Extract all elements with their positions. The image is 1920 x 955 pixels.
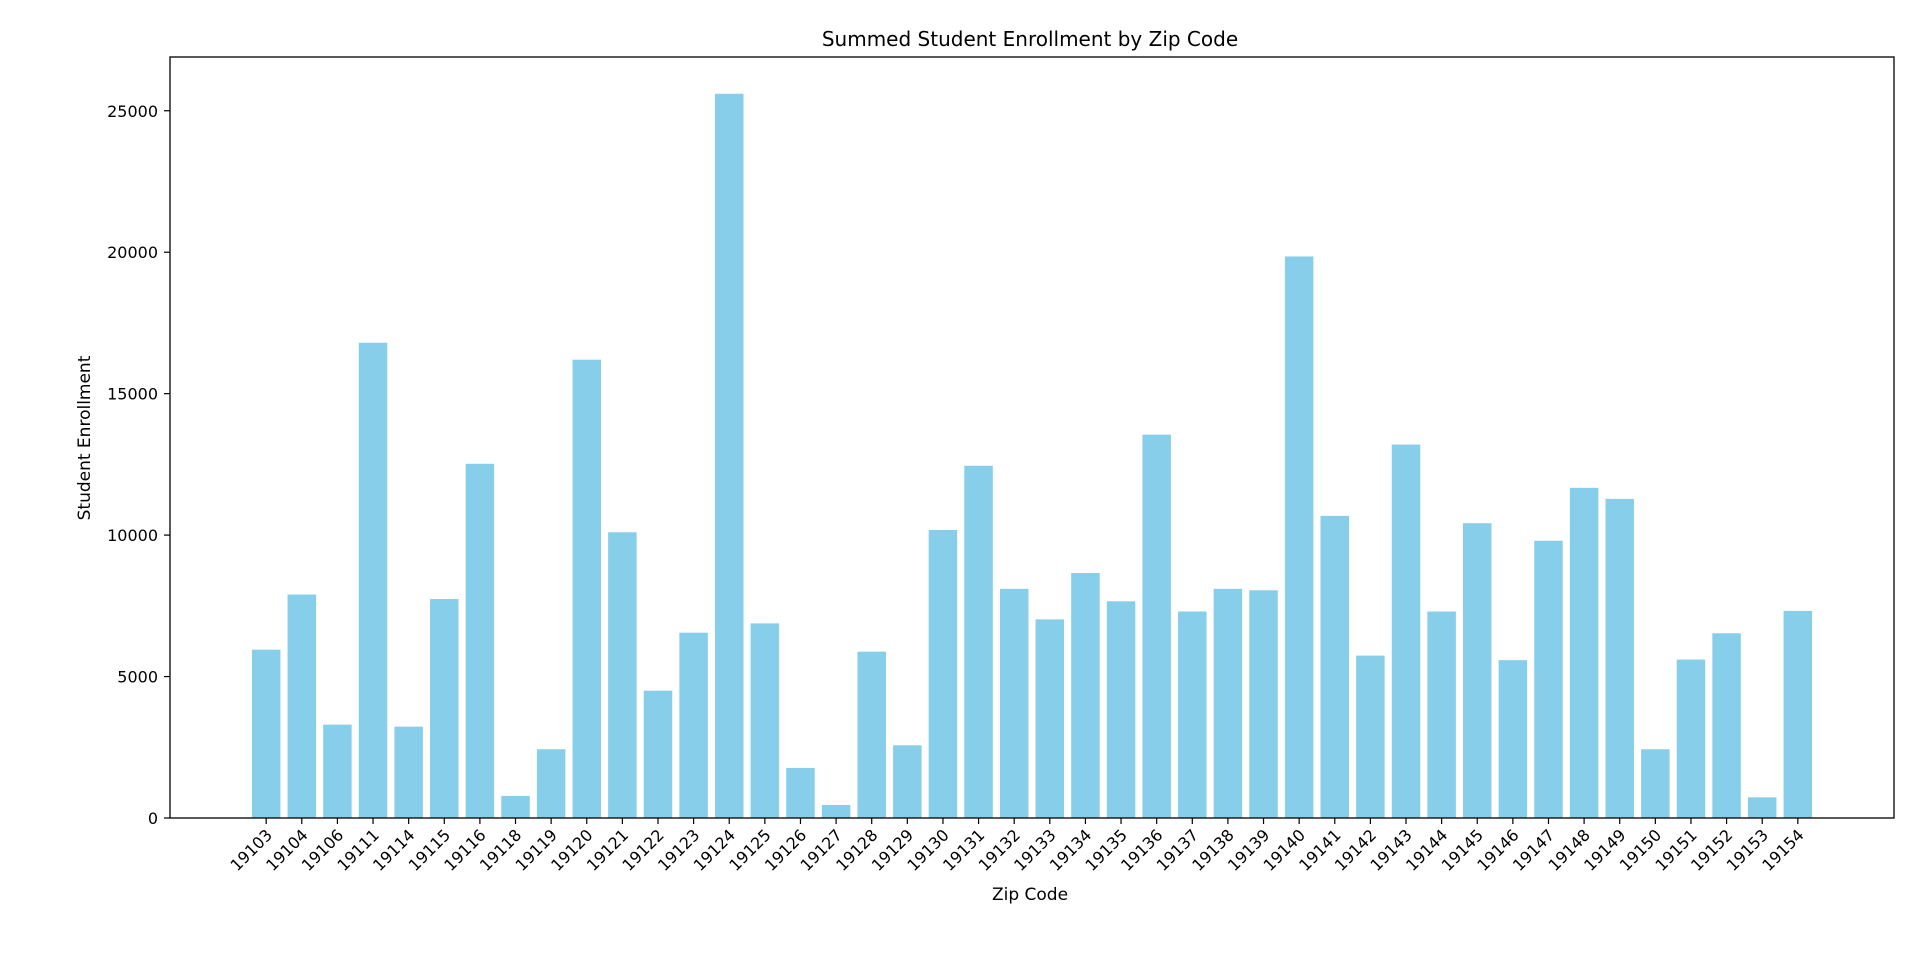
- bar-19131: [964, 465, 993, 818]
- bar-19149: [1605, 498, 1634, 818]
- plot-frame: [169, 56, 1895, 819]
- bar-19120: [572, 359, 601, 818]
- y-tick-label: 10000: [107, 526, 158, 545]
- bar-19115: [430, 599, 459, 818]
- bar-19141: [1320, 515, 1350, 818]
- bar-19144: [1427, 611, 1456, 818]
- y-axis-label: Student Enrollment: [75, 355, 95, 520]
- bar-19133: [1035, 619, 1065, 818]
- x-axis-label: Zip Code: [992, 885, 1068, 905]
- bar-19151: [1676, 659, 1706, 818]
- bar-19140: [1284, 256, 1314, 819]
- bar-19146: [1498, 660, 1528, 818]
- bar-19153: [1747, 797, 1777, 818]
- y-tick-label: 20000: [107, 243, 158, 262]
- bar-19126: [786, 767, 815, 818]
- bar-19147: [1534, 540, 1563, 818]
- bar-19106: [323, 724, 352, 818]
- bar-19132: [999, 588, 1029, 818]
- y-axis: 0 5000 10000 15000 20000 25000: [107, 102, 170, 828]
- bar-19135: [1106, 601, 1136, 818]
- bar-19152: [1712, 633, 1741, 818]
- bar-19125: [750, 623, 780, 818]
- bar-19119: [536, 749, 566, 818]
- bar-19114: [394, 726, 423, 818]
- y-tick-label: 25000: [107, 102, 158, 121]
- y-tick-label: 15000: [107, 385, 158, 404]
- bar-19136: [1142, 434, 1171, 818]
- bar-19128: [857, 651, 886, 818]
- bar-19130: [928, 530, 958, 818]
- bar-19104: [287, 594, 317, 818]
- bar-19116: [465, 463, 495, 818]
- bar-19138: [1213, 588, 1243, 818]
- y-tick-label: 0: [148, 809, 158, 828]
- bar-19111: [358, 342, 388, 818]
- bar-19123: [679, 632, 708, 818]
- bar-19129: [893, 745, 922, 818]
- bar-19118: [501, 795, 530, 818]
- bar-19127: [821, 804, 851, 818]
- bar-19134: [1071, 573, 1100, 818]
- chart-title: Summed Student Enrollment by Zip Code: [822, 27, 1238, 51]
- bar-19148: [1569, 487, 1599, 818]
- y-tick-label: 5000: [117, 668, 158, 687]
- bar-19154: [1783, 610, 1813, 818]
- bar-19137: [1178, 611, 1207, 818]
- bar-19103: [251, 649, 281, 818]
- bars-layer: [251, 93, 1813, 819]
- bar-19150: [1641, 749, 1670, 818]
- bar-19139: [1249, 590, 1278, 818]
- bar-19122: [643, 690, 673, 818]
- bar-19142: [1356, 655, 1385, 818]
- bar-19143: [1391, 444, 1421, 818]
- bar-19121: [608, 532, 637, 818]
- bar-19145: [1463, 523, 1492, 818]
- bar-19124: [714, 93, 744, 818]
